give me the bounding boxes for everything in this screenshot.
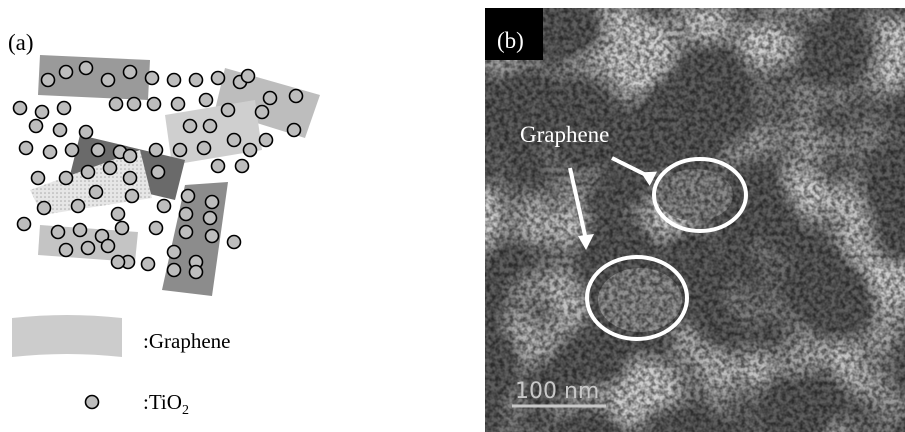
- tio2-particle: [60, 172, 73, 185]
- tio2-particle: [66, 144, 79, 157]
- tio2-particle: [32, 172, 45, 185]
- tio2-particle: [112, 208, 125, 221]
- tio2-particle: [44, 146, 57, 159]
- tio2-particle: [146, 72, 159, 85]
- tio2-particle: [52, 226, 65, 239]
- tio2-particle: [14, 102, 27, 115]
- tio2-particle: [38, 202, 51, 215]
- tio2-particle: [150, 144, 163, 157]
- tio2-particle: [256, 106, 269, 119]
- tio2-particle: [168, 264, 181, 277]
- tio2-particle: [60, 244, 73, 257]
- tio2-particle: [142, 258, 155, 271]
- tio2-particle: [124, 150, 137, 163]
- tio2-particle: [242, 70, 255, 83]
- tio2-particle: [128, 98, 141, 111]
- tio2-particle: [116, 222, 129, 235]
- tio2-particle: [168, 74, 181, 87]
- tio2-particle: [290, 90, 303, 103]
- annotation: Graphene: [520, 122, 609, 147]
- tio2-particle: [110, 98, 123, 111]
- tio2-particle: [90, 186, 103, 199]
- tio2-particle: [264, 92, 277, 105]
- legend-text: :TiO: [143, 390, 182, 414]
- tio2-particle: [204, 212, 217, 225]
- tio2-particle: [174, 144, 187, 157]
- tio2-particle: [80, 126, 93, 139]
- tio2-particle: [200, 94, 213, 107]
- tio2-particle: [124, 66, 137, 79]
- tio2-particle: [80, 62, 93, 75]
- tio2-particle: [172, 98, 185, 111]
- tio2-particle: [184, 120, 197, 133]
- tio2-particle: [168, 246, 181, 259]
- tio2-particle: [244, 144, 257, 157]
- tio2-particle: [206, 196, 219, 209]
- tio2-particle: [42, 74, 55, 87]
- tio2-particle: [126, 190, 139, 203]
- tio2-particle: [124, 172, 137, 185]
- panel-label: (b): [497, 28, 524, 53]
- legend-graphene-swatch: [12, 315, 122, 357]
- tio2-particle: [82, 242, 95, 255]
- tio2-particle: [150, 222, 163, 235]
- tio2-particle: [190, 74, 203, 87]
- tio2-particle: [30, 120, 43, 133]
- tio2-particle: [158, 200, 171, 213]
- tem-image: [485, 8, 905, 432]
- tio2-particle: [102, 240, 115, 253]
- tio2-particle: [112, 256, 125, 269]
- tio2-particle: [148, 98, 161, 111]
- tio2-particle: [182, 190, 195, 203]
- tio2-particle: [20, 142, 33, 155]
- tio2-particle: [288, 124, 301, 137]
- tio2-particle: [92, 144, 105, 157]
- tio2-particle: [74, 224, 87, 237]
- legend-label: :Graphene: [143, 329, 230, 353]
- scale-bar-label: 100 nm: [515, 379, 599, 404]
- tio2-particle: [228, 236, 241, 249]
- tio2-particle: [72, 200, 85, 213]
- tio2-particle: [58, 102, 71, 115]
- schematic: [30, 55, 320, 296]
- tio2-particle: [54, 124, 67, 137]
- figure: (a) :Graphene :TiO2 (b) Graphene 100 nm: [0, 0, 905, 432]
- tem-particles: [485, 8, 905, 432]
- legend-label: :TiO2: [143, 390, 189, 418]
- tio2-particle: [18, 218, 31, 231]
- tio2-particle: [198, 142, 211, 155]
- tio2-particle: [206, 230, 219, 243]
- legend-subscript: 2: [182, 403, 189, 418]
- tio2-particle: [82, 166, 95, 179]
- tio2-particle: [212, 160, 225, 173]
- tio2-particle: [228, 134, 241, 147]
- tio2-particle: [212, 72, 225, 85]
- panel-label: (a): [8, 30, 34, 55]
- tio2-particle: [104, 162, 117, 175]
- tio2-particle: [180, 208, 193, 221]
- tio2-particle: [260, 134, 273, 147]
- tio2-particle: [102, 74, 115, 87]
- tio2-particle: [204, 120, 217, 133]
- tio2-particle: [36, 106, 49, 119]
- tio2-particle: [60, 66, 73, 79]
- tio2-particle: [236, 160, 249, 173]
- tio2-particle: [222, 104, 235, 117]
- legend-tio2-swatch: [86, 396, 99, 409]
- tio2-particle: [190, 266, 203, 279]
- tio2-particle: [152, 166, 165, 179]
- tio2-particle: [180, 226, 193, 239]
